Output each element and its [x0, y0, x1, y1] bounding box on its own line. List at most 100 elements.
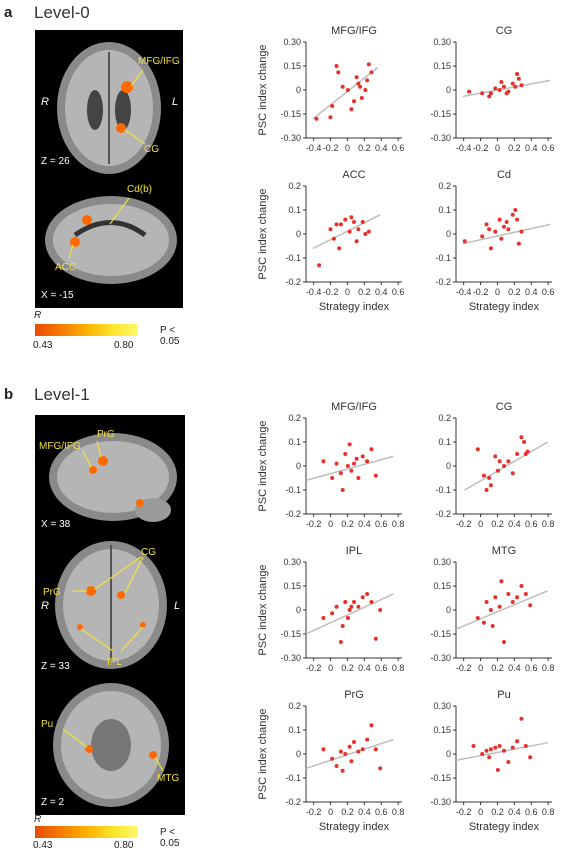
x-tick-label: 0.2 [358, 143, 371, 153]
y-tick-label: 0.30 [433, 37, 451, 47]
data-point [356, 476, 361, 480]
colorbar-min: 0.43 [33, 840, 53, 851]
data-point [340, 624, 345, 628]
panel-a-title: Level-0 [34, 3, 90, 22]
data-point [338, 471, 343, 476]
x-tick-label: 0.2 [341, 807, 354, 817]
data-point [495, 468, 500, 473]
coord-z: Z = 26 [41, 156, 70, 167]
data-point [317, 263, 322, 268]
x-tick-label: 0 [345, 143, 350, 153]
data-point [369, 723, 374, 728]
data-point [347, 608, 352, 612]
x-tick-label: 0.2 [341, 519, 354, 529]
x-tick-label: 0.4 [508, 807, 521, 817]
data-point [480, 752, 485, 756]
data-point [337, 246, 342, 251]
y-tick-label: -0.30 [430, 653, 451, 663]
data-point [349, 604, 354, 609]
data-point [499, 80, 504, 84]
data-point [334, 64, 339, 68]
label-mfg-ifg: MFG/IFG [39, 441, 81, 452]
y-axis-label: PSC index change [257, 420, 269, 511]
y-tick-label: 0 [296, 229, 301, 239]
scatter-plot-9: Pu -0.2 0 0.2 0.4 0.6 0.8 0.30 0.15 0 -0.15 -0.30 St… [430, 689, 554, 833]
data-point [528, 603, 533, 608]
y-tick-label: 0.1 [438, 205, 451, 215]
data-point [497, 604, 502, 609]
label-r: R [41, 600, 49, 612]
label-r: R [41, 96, 49, 108]
fit-line [464, 441, 549, 491]
data-point [343, 217, 348, 222]
data-point [506, 89, 511, 94]
data-point [338, 222, 343, 227]
x-tick-label: 0 [495, 143, 500, 153]
scatter-plot-0: MFG/IFG -0.4 -0.2 0 0.2 0.4 0.6 0.30 0.15 0 -0.15 -… [257, 25, 404, 153]
x-tick-label: -0.2 [323, 143, 339, 153]
data-point [471, 744, 476, 748]
y-tick-label: 0.15 [433, 725, 451, 735]
x-axis-label: Strategy index [469, 821, 540, 833]
data-point [334, 604, 339, 609]
x-tick-label: -0.2 [306, 807, 322, 817]
y-tick-label: 0.2 [438, 413, 451, 423]
data-point [510, 212, 515, 217]
data-point [373, 636, 378, 641]
y-tick-label: -0.30 [430, 797, 451, 807]
x-tick-label: 0.4 [375, 143, 388, 153]
y-tick-label: 0 [296, 461, 301, 471]
x-tick-label: 0.4 [358, 807, 371, 817]
data-point [314, 116, 319, 121]
data-point [343, 752, 348, 756]
x-tick-label: 0.2 [508, 287, 521, 297]
y-tick-label: 0.15 [283, 581, 301, 591]
data-point [484, 222, 489, 227]
y-tick-label: 0.15 [433, 581, 451, 591]
y-tick-label: -0.30 [280, 133, 301, 143]
plot-title: MFG/IFG [331, 25, 377, 37]
x-tick-label: 0 [328, 807, 333, 817]
activation-blob [70, 237, 80, 247]
x-tick-label: 0 [478, 663, 483, 673]
data-point [365, 459, 370, 464]
y-tick-label: -0.15 [430, 109, 451, 119]
x-tick-label: 0.6 [375, 807, 388, 817]
data-point [487, 94, 492, 99]
data-point [345, 464, 350, 468]
x-tick-label: -0.2 [473, 143, 489, 153]
data-point [347, 229, 352, 234]
data-point [363, 232, 368, 236]
data-point [359, 96, 364, 100]
data-point [330, 756, 335, 761]
fit-line [455, 742, 548, 762]
x-tick-label: -0.2 [323, 287, 339, 297]
plot-title: MFG/IFG [331, 401, 377, 413]
y-tick-label: -0.30 [280, 653, 301, 663]
data-point [321, 747, 326, 752]
y-tick-label: 0.15 [433, 61, 451, 71]
y-tick-label: -0.2 [435, 509, 451, 519]
y-tick-label: 0 [446, 85, 451, 95]
data-point [352, 740, 356, 744]
scatter-plot-4: MFG/IFG -0.2 0 0.2 0.4 0.6 0.8 0.2 0.1 0 -0.1 -0.2 P… [257, 401, 404, 529]
x-tick-label: 0.6 [525, 663, 538, 673]
x-tick-label: 0.4 [508, 519, 521, 529]
x-tick-label: 0.2 [491, 519, 504, 529]
data-point [488, 608, 493, 612]
data-point [334, 222, 339, 227]
label-mfg-ifg: MFG/IFG [138, 56, 180, 67]
plot-title: PrG [344, 689, 364, 701]
data-point [349, 215, 354, 220]
y-tick-label: -0.1 [435, 253, 451, 263]
x-tick-label: 0.2 [491, 663, 504, 673]
data-point [484, 600, 489, 604]
data-point [345, 88, 350, 92]
x-tick-label: -0.4 [306, 143, 322, 153]
y-tick-label: -0.30 [430, 133, 451, 143]
data-point [484, 748, 489, 753]
data-point [340, 84, 345, 89]
y-axis-label: PSC index change [257, 564, 269, 655]
plot-title: Cd [497, 169, 511, 181]
data-point [502, 748, 506, 753]
